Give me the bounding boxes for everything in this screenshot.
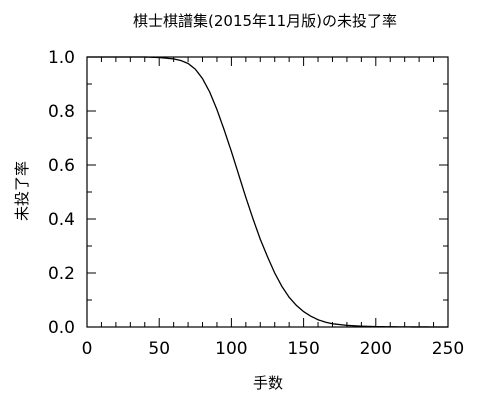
y-tick-label: 0.2	[48, 264, 75, 284]
y-tick-label: 0.4	[48, 210, 75, 230]
y-axis-label: 未投了率	[13, 161, 31, 221]
y-tick-label: 0.0	[48, 318, 75, 338]
chart-title: 棋士棋譜集(2015年11月版)の未投了率	[133, 12, 397, 30]
x-tick-label: 50	[148, 339, 170, 359]
x-tick-label: 0	[82, 339, 93, 359]
ticks	[86, 56, 449, 328]
axes	[86, 56, 449, 328]
plot-frame	[86, 56, 449, 328]
x-axis-label: 手数	[253, 374, 283, 392]
x-tick-label: 200	[360, 339, 392, 359]
x-tick-label: 100	[215, 339, 247, 359]
survival-curve	[87, 56, 448, 328]
y-tick-label: 1.0	[48, 48, 75, 68]
y-tick-label: 0.6	[48, 156, 75, 176]
x-tick-label: 250	[432, 339, 464, 359]
y-tick-label: 0.8	[48, 102, 75, 122]
tick-labels: 0 50 100 150 200 250 0.0 0.2 0.4 0.6 0.8 1.0	[48, 48, 464, 359]
x-tick-label: 150	[287, 339, 319, 359]
